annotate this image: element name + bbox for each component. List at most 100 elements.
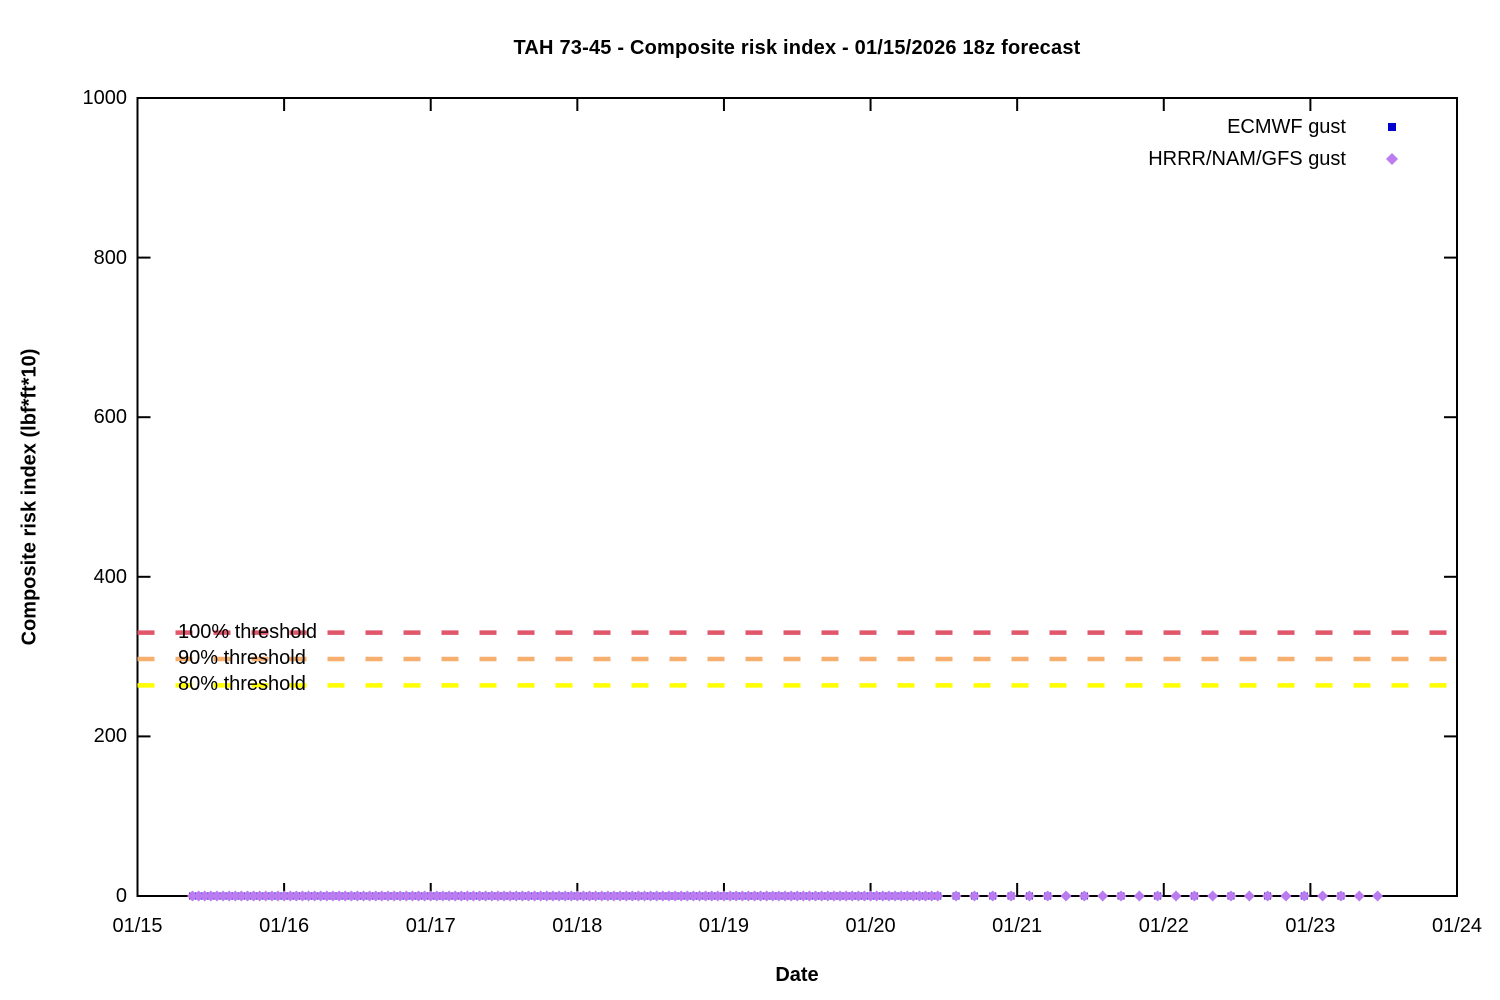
- legend: ECMWF gust HRRR/NAM/GFS gust: [1148, 115, 1404, 171]
- data-point-diamond: [1078, 890, 1090, 902]
- data-point-diamond: [577, 890, 589, 902]
- data-point-diamond: [865, 890, 877, 902]
- chart-title: TAH 73-45 - Composite risk index - 01/15…: [513, 37, 1081, 59]
- data-point-diamond: [443, 890, 455, 902]
- data-point-diamond: [571, 890, 583, 902]
- data-point-diamond: [217, 890, 229, 902]
- x-tick-label: 01/24: [1431, 915, 1483, 937]
- data-point-diamond: [510, 890, 522, 902]
- data-point-diamond: [742, 890, 754, 902]
- data-point-diamond: [596, 890, 608, 902]
- data-point-diamond: [309, 890, 321, 902]
- data-point-diamond: [199, 890, 211, 902]
- y-tick-label: 0: [115, 885, 127, 907]
- data-point-diamond: [193, 890, 205, 902]
- data-point-diamond: [895, 890, 907, 902]
- data-point-diamond: [834, 890, 846, 902]
- data-point-diamond: [315, 890, 327, 902]
- data-point-diamond: [1023, 890, 1035, 902]
- data-point-diamond: [932, 890, 944, 902]
- data-point-diamond: [1225, 890, 1237, 902]
- data-point-diamond: [272, 890, 284, 902]
- threshold-label-100: 100% threshold: [178, 620, 317, 643]
- data-point-diamond: [370, 890, 382, 902]
- data-point-diamond: [248, 890, 260, 902]
- data-point-diamond: [388, 890, 400, 902]
- data-point-diamond: [687, 890, 699, 902]
- data-point-diamond: [1133, 890, 1145, 902]
- data-point-diamond: [639, 890, 651, 902]
- data-point-diamond: [565, 890, 577, 902]
- data-point-diamond: [1317, 890, 1329, 902]
- data-point-diamond: [669, 890, 681, 902]
- data-point-diamond: [553, 890, 565, 902]
- data-point-diamond: [339, 890, 351, 902]
- data-point-diamond: [1353, 890, 1365, 902]
- data-point-diamond: [920, 890, 932, 902]
- data-point-diamond: [651, 890, 663, 902]
- data-point-diamond: [779, 890, 791, 902]
- data-point-diamond: [358, 890, 370, 902]
- data-point-diamond: [1207, 890, 1219, 902]
- legend-label-ecmwf: ECMWF gust: [1227, 116, 1346, 138]
- data-point-diamond: [724, 890, 736, 902]
- data-point-diamond: [1280, 890, 1292, 902]
- x-tick-label: 01/23: [1285, 915, 1336, 937]
- data-point-diamond: [1170, 890, 1182, 902]
- data-point-diamond: [535, 890, 547, 902]
- data-point-diamond: [437, 890, 449, 902]
- data-point-diamond: [755, 890, 767, 902]
- data-point-diamond: [907, 890, 919, 902]
- data-point-diamond: [901, 890, 913, 902]
- data-point-diamond: [211, 890, 223, 902]
- data-point-diamond: [241, 890, 253, 902]
- data-point-diamond: [223, 890, 235, 902]
- data-point-diamond: [730, 890, 742, 902]
- data-point-diamond: [718, 890, 730, 902]
- data-point-diamond: [791, 890, 803, 902]
- hrrr-diamond-marker-icon: [1380, 151, 1404, 167]
- data-point-diamond: [449, 890, 461, 902]
- data-point-diamond: [394, 890, 406, 902]
- data-point-diamond: [345, 890, 357, 902]
- data-point-diamond: [675, 890, 687, 902]
- data-point-diamond: [913, 890, 925, 902]
- data-point-diamond: [205, 890, 217, 902]
- x-tick-label: 01/17: [405, 915, 456, 937]
- data-point-diamond: [1152, 890, 1164, 902]
- data-point-diamond: [828, 890, 840, 902]
- data-point-diamond: [474, 890, 486, 902]
- data-point-diamond: [608, 890, 620, 902]
- ecmwf-square-marker-icon: [1380, 119, 1404, 135]
- data-point-diamond: [926, 890, 938, 902]
- data-point-diamond: [266, 890, 278, 902]
- data-point-diamond: [419, 890, 431, 902]
- data-point-diamond: [1115, 890, 1127, 902]
- data-point-diamond: [351, 890, 363, 902]
- data-point-diamond: [871, 890, 883, 902]
- data-point-diamond: [736, 890, 748, 902]
- data-point-diamond: [620, 890, 632, 902]
- data-point-diamond: [333, 890, 345, 902]
- data-point-diamond: [461, 890, 473, 902]
- data-point-diamond: [1335, 890, 1347, 902]
- data-point-diamond: [559, 890, 571, 902]
- data-point-diamond: [694, 890, 706, 902]
- data-point-diamond: [1262, 890, 1274, 902]
- data-point-diamond: [632, 890, 644, 902]
- data-point-diamond: [321, 890, 333, 902]
- data-point-diamond: [1042, 890, 1054, 902]
- data-point-diamond: [858, 890, 870, 902]
- data-point-diamond: [681, 890, 693, 902]
- data-point-diamond: [382, 890, 394, 902]
- data-point-diamond: [516, 890, 528, 902]
- data-point-diamond: [663, 890, 675, 902]
- data-point-diamond: [1060, 890, 1072, 902]
- data-point-diamond: [767, 890, 779, 902]
- data-point-diamond: [846, 890, 858, 902]
- data-point-diamond: [773, 890, 785, 902]
- y-tick-label: 400: [93, 565, 127, 588]
- data-point-diamond: [541, 890, 553, 902]
